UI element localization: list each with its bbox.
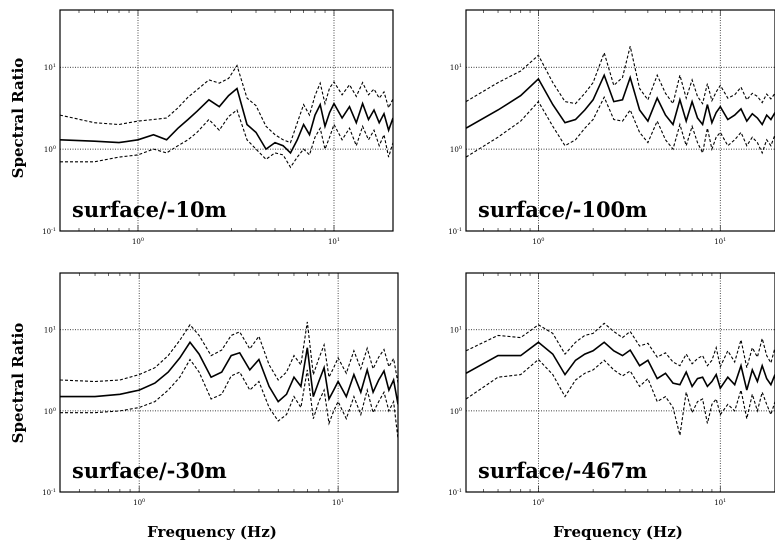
- upper-bound-line: [466, 46, 775, 105]
- series-group: [466, 322, 775, 436]
- chart-panel-4: 100 101 10-1 100 101 surface/-467m: [448, 272, 775, 507]
- y-tick-label: 100: [44, 407, 56, 416]
- y-tick-label: 101: [450, 63, 462, 72]
- x-tick-label: 101: [714, 498, 726, 507]
- x-tick-label: 100: [532, 498, 544, 507]
- x-tick-label: 100: [132, 237, 144, 246]
- y-tick-label: 10-1: [448, 227, 462, 236]
- x-tick-label: 101: [714, 237, 726, 246]
- x-tick-label: 101: [332, 498, 344, 507]
- x-tick-label: 100: [133, 498, 145, 507]
- panel-title: surface/-30m: [72, 458, 227, 483]
- ylabel-top: Spectral Ratio: [9, 58, 27, 179]
- upper-bound-line: [466, 322, 775, 369]
- upper-bound-line: [60, 64, 393, 144]
- ylabel-bottom: Spectral Ratio: [9, 323, 27, 444]
- x-tick-label: 100: [532, 237, 544, 246]
- y-tick-label: 100: [44, 145, 56, 154]
- chart-panel-3: 100 101 10-1 100 101 surface/-30m: [42, 272, 399, 507]
- plot-frame: [59, 272, 399, 493]
- series-group: [60, 64, 393, 169]
- mean-line: [466, 73, 775, 129]
- panel-title: surface/-100m: [478, 197, 647, 222]
- y-tick-label: 100: [450, 407, 462, 416]
- panel-title: surface/-467m: [478, 458, 647, 483]
- upper-bound-line: [60, 321, 398, 384]
- panel-title: surface/-10m: [72, 197, 227, 222]
- mean-line: [60, 87, 393, 155]
- y-tick-label: 101: [44, 326, 56, 335]
- lower-bound-line: [466, 358, 775, 436]
- series-group: [60, 321, 398, 440]
- lower-bound-line: [60, 358, 398, 440]
- y-tick-label: 10-1: [448, 488, 462, 497]
- lower-bound-line: [60, 109, 393, 169]
- xlabel-right: Frequency (Hz): [553, 523, 683, 541]
- plot-frame: [465, 9, 775, 232]
- y-tick-label: 101: [450, 326, 462, 335]
- mean-line: [466, 341, 775, 391]
- mean-line: [60, 340, 398, 405]
- lower-bound-line: [466, 95, 775, 158]
- y-tick-label: 10-1: [42, 227, 56, 236]
- chart-panel-1: 100 101 10-1 100 101 surface/-10m: [42, 9, 394, 246]
- x-tick-label: 101: [328, 237, 340, 246]
- y-tick-label: 10-1: [42, 488, 56, 497]
- series-group: [466, 46, 775, 158]
- chart-panel-2: 100 101 10-1 100 101 surface/-100m: [448, 9, 775, 246]
- y-tick-label: 101: [44, 63, 56, 72]
- xlabel-left: Frequency (Hz): [147, 523, 277, 541]
- y-tick-label: 100: [450, 145, 462, 154]
